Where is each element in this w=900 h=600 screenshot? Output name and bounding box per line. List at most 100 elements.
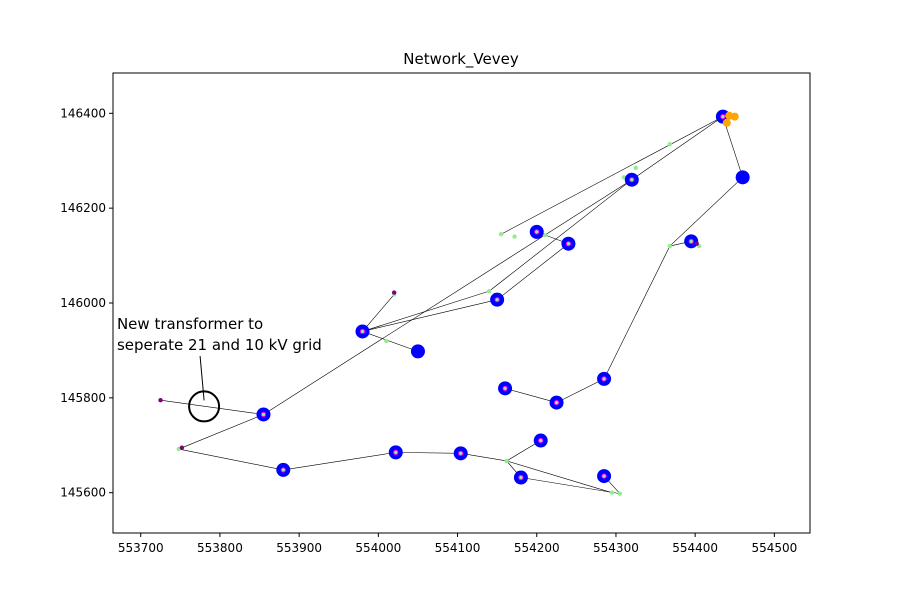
- junction-point-4: [487, 288, 492, 294]
- bus-marker-13: [529, 224, 544, 239]
- bus-marker-6: [597, 469, 612, 484]
- network-line-22: [362, 331, 419, 352]
- annotation-text-line2: seperate 21 and 10 kV grid: [117, 336, 322, 354]
- network-line-12: [556, 378, 605, 403]
- x-tick-label-1: 553800: [197, 541, 243, 555]
- bus-marker-5-dot: [539, 438, 543, 443]
- bus-marker-8-dot: [554, 400, 559, 405]
- bus-marker-7-dot: [503, 386, 507, 390]
- bus-marker-4: [513, 470, 528, 485]
- bus-marker-14: [561, 236, 576, 251]
- network-line-2: [178, 448, 284, 471]
- load-point-3: [694, 241, 699, 246]
- bus-marker-15-dot: [630, 178, 634, 182]
- ext-grid-layer: [722, 111, 739, 127]
- load-layer: [158, 241, 699, 450]
- bus-marker-10-dot: [360, 329, 365, 334]
- bus-marker-8: [549, 395, 564, 410]
- bus-marker-18-dot: [721, 115, 725, 119]
- network-line-11: [504, 388, 557, 403]
- annotation-pointer: [199, 356, 205, 401]
- network-line-24: [496, 243, 569, 300]
- junction-point-15: [542, 232, 547, 238]
- bus-marker-16: [684, 234, 699, 249]
- network-line-1: [178, 414, 264, 450]
- bus-marker-12-dot: [495, 298, 499, 302]
- network-line-27: [263, 179, 632, 415]
- bus-marker-7: [498, 381, 513, 396]
- bus-marker-3-dot: [459, 451, 463, 455]
- junction-point-9: [498, 232, 504, 237]
- y-tick-label-0: 145600: [60, 486, 106, 500]
- bus-marker-3: [453, 446, 468, 461]
- network-line-17: [722, 116, 743, 178]
- bus-marker-11-outer: [410, 344, 425, 359]
- bus-marker-9: [597, 371, 612, 386]
- bus-marker-0: [256, 407, 271, 422]
- bus-marker-15: [624, 172, 639, 187]
- network-line-18: [631, 116, 724, 180]
- junction-layer: [176, 141, 702, 496]
- bus-marker-10: [355, 324, 370, 339]
- axes-frame: [112, 72, 811, 534]
- y-axis-ticks: 145600 145800 146000 146200 146400: [60, 106, 113, 500]
- x-tick-label-8: 554500: [751, 541, 797, 555]
- bus-marker-11: [410, 344, 425, 359]
- x-tick-label-0: 553700: [118, 541, 164, 555]
- x-tick-label-3: 554000: [355, 541, 401, 555]
- bus-marker-6-dot: [602, 474, 606, 478]
- network-line-0: [160, 399, 264, 415]
- annotation-layer: New transformer to seperate 21 and 10 kV…: [117, 315, 322, 423]
- network-line-23: [362, 299, 498, 332]
- axes: 553700 553800 553900 554000 554100 554200 5543…: [60, 72, 811, 555]
- bus-marker-0-dot: [261, 412, 266, 417]
- x-tick-label-5: 554200: [514, 541, 560, 555]
- network-line-19: [489, 179, 632, 292]
- junction-point-12: [667, 141, 673, 147]
- y-tick-label-2: 146000: [60, 296, 106, 310]
- load-point-0: [158, 398, 163, 403]
- network-line-4: [395, 452, 461, 454]
- x-tick-label-4: 554100: [435, 541, 481, 555]
- y-tick-label-3: 146200: [60, 201, 106, 215]
- ext-grid-point-2: [722, 118, 731, 127]
- load-point-2: [391, 290, 397, 295]
- bus-marker-1: [276, 462, 291, 477]
- bus-marker-12: [490, 292, 505, 307]
- x-tick-label-6: 554300: [593, 541, 639, 555]
- chart-title: Network_Vevey: [403, 50, 519, 69]
- bus-marker-17: [735, 170, 750, 185]
- bus-marker-13-dot: [535, 230, 539, 234]
- bus-marker-5: [533, 433, 548, 448]
- bus-marker-16-dot: [689, 239, 693, 243]
- network-line-3: [283, 452, 396, 471]
- x-tick-label-2: 553900: [276, 541, 322, 555]
- x-axis-ticks: 553700 553800 553900 554000 554100 554200 5543…: [118, 533, 797, 555]
- junction-point-6: [384, 338, 389, 344]
- junction-point-2: [617, 491, 623, 496]
- network-line-16: [669, 177, 743, 247]
- load-point-1: [179, 445, 185, 450]
- x-tick-label-7: 554400: [672, 541, 718, 555]
- y-tick-label-1: 145800: [60, 391, 106, 405]
- bus-marker-17-outer: [735, 170, 750, 185]
- ext-grid-point-1: [730, 112, 739, 121]
- junction-point-14: [512, 234, 517, 239]
- bus-marker-14-dot: [566, 242, 571, 246]
- bus-layer: [256, 109, 750, 485]
- bus-marker-2: [388, 445, 403, 460]
- junction-point-11: [633, 165, 638, 171]
- network-line-26: [500, 116, 724, 235]
- bus-marker-4-dot: [519, 475, 523, 480]
- network-line-5: [460, 453, 507, 462]
- transformer-marker-circle: [188, 390, 221, 423]
- line-layer: [160, 116, 743, 494]
- annotation-text-line1: New transformer to: [117, 315, 263, 333]
- network-line-9: [506, 460, 613, 493]
- network-line-7: [520, 477, 620, 494]
- network-line-21: [362, 294, 395, 332]
- junction-point-7: [667, 243, 673, 249]
- bus-marker-1-dot: [281, 468, 285, 472]
- y-tick-label-4: 146400: [60, 106, 106, 120]
